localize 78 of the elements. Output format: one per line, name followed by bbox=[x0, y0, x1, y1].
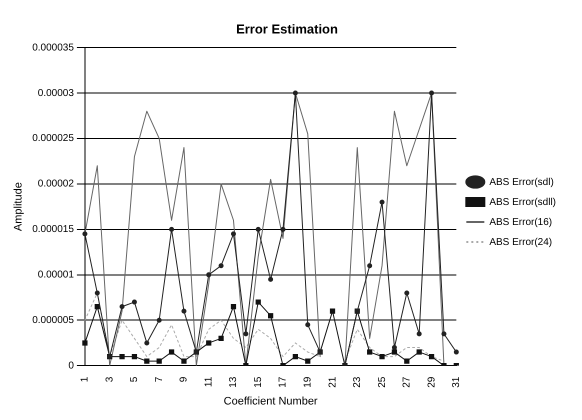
point bbox=[268, 313, 274, 318]
chart-title: Error Estimation bbox=[236, 21, 338, 36]
point bbox=[429, 90, 434, 96]
y-tick-label: 0.000035 bbox=[32, 42, 74, 54]
point bbox=[132, 300, 137, 305]
point bbox=[292, 90, 298, 96]
x-tick-label: 11 bbox=[203, 376, 214, 388]
x-tick-label: 23 bbox=[352, 376, 364, 388]
point bbox=[156, 318, 162, 323]
x-tick-label: 21 bbox=[327, 376, 338, 388]
point bbox=[156, 358, 162, 364]
point bbox=[392, 345, 397, 350]
point bbox=[181, 358, 187, 364]
point bbox=[169, 226, 174, 232]
point bbox=[243, 331, 248, 336]
y-tick-label: 0.00003 bbox=[38, 88, 74, 99]
point bbox=[181, 308, 186, 314]
x-tick-label: 5 bbox=[129, 376, 140, 382]
point bbox=[82, 231, 88, 236]
point bbox=[379, 354, 385, 360]
point bbox=[404, 290, 410, 296]
point bbox=[305, 358, 310, 364]
point bbox=[428, 354, 434, 360]
point bbox=[454, 350, 459, 355]
point bbox=[82, 340, 88, 346]
x-tick-label: 17 bbox=[278, 376, 289, 388]
point bbox=[94, 290, 100, 296]
point bbox=[392, 349, 398, 355]
point bbox=[367, 263, 372, 268]
x-tick-label: 3 bbox=[104, 376, 116, 382]
point bbox=[120, 304, 125, 310]
y-tick-label: 0.00001 bbox=[38, 270, 74, 281]
point bbox=[144, 340, 150, 346]
point bbox=[168, 349, 174, 355]
point bbox=[218, 263, 224, 268]
point bbox=[206, 272, 212, 278]
x-tick-label: 13 bbox=[228, 376, 240, 388]
point bbox=[404, 358, 410, 364]
x-tick-label: 25 bbox=[376, 376, 388, 388]
legend-label: ABS Error(sdll) bbox=[489, 196, 556, 208]
x-tick-label: 7 bbox=[154, 376, 165, 382]
point bbox=[416, 349, 422, 355]
point bbox=[367, 349, 372, 355]
x-tick-label: 27 bbox=[402, 376, 413, 388]
x-tick-label: 29 bbox=[426, 376, 438, 388]
point bbox=[144, 358, 150, 364]
point bbox=[280, 226, 286, 232]
y-tick-label: 0.000015 bbox=[32, 224, 74, 236]
y-tick-label: 0.00002 bbox=[38, 178, 74, 190]
y-tick-label: 0.000005 bbox=[32, 314, 74, 326]
legend-label: ABS Error(24) bbox=[489, 236, 552, 248]
point bbox=[305, 322, 310, 328]
point bbox=[94, 304, 100, 310]
x-tick-label: 19 bbox=[302, 376, 314, 388]
point bbox=[230, 231, 236, 236]
point bbox=[256, 226, 261, 232]
point bbox=[441, 331, 446, 336]
legend-label: ABS Error(16) bbox=[489, 216, 552, 228]
y-tick-label: 0 bbox=[68, 360, 74, 372]
point bbox=[218, 336, 224, 342]
point bbox=[230, 304, 236, 310]
y-tick-label: 0.000025 bbox=[32, 133, 74, 144]
y-axis-title: Amplitude bbox=[12, 182, 25, 232]
x-tick-label: 1 bbox=[80, 376, 91, 382]
point bbox=[119, 354, 125, 360]
x-tick-label: 15 bbox=[252, 376, 264, 388]
x-tick-label: 9 bbox=[178, 376, 190, 382]
point bbox=[292, 354, 298, 360]
x-axis-title: Coefficient Number bbox=[224, 395, 318, 408]
point bbox=[330, 308, 336, 314]
point bbox=[206, 340, 212, 346]
point bbox=[132, 354, 138, 360]
x-tick-label: 31 bbox=[451, 376, 462, 388]
point bbox=[256, 299, 261, 305]
point bbox=[268, 276, 274, 282]
point bbox=[380, 200, 385, 205]
legend-label: ABS Error(sdl) bbox=[489, 176, 554, 188]
point bbox=[416, 331, 422, 336]
